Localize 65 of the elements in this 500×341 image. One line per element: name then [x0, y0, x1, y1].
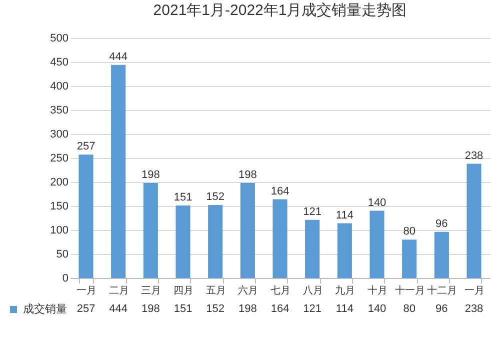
data-label: 151	[174, 303, 192, 315]
bar	[111, 64, 126, 278]
bar	[337, 223, 352, 278]
text: 198	[238, 168, 257, 181]
bar	[208, 205, 223, 278]
bar	[434, 232, 449, 278]
data-label: 80	[403, 303, 416, 315]
x-tick-label: 九月	[335, 284, 356, 296]
chart-title: 2021年1月-2022年1月成交销量走势图	[153, 2, 407, 19]
bar	[176, 206, 190, 278]
bar	[402, 240, 417, 278]
y-tick-label: 300	[50, 128, 68, 140]
text: 152	[206, 191, 225, 204]
x-tick-label: 十月	[368, 284, 388, 296]
text: 151	[174, 192, 192, 204]
y-tick-label: 50	[56, 248, 68, 260]
bar	[272, 199, 288, 278]
x-tick-label: 七月	[270, 284, 290, 296]
text: 444	[109, 50, 128, 63]
x-tick-label: 一月	[464, 286, 484, 296]
data-label: 238	[464, 303, 484, 315]
legend-label: 成交销量	[23, 302, 67, 316]
x-tick-label: 三月	[141, 286, 162, 296]
y-tick-label: 450	[50, 56, 68, 68]
y-tick-label: 200	[50, 176, 68, 188]
bar	[466, 164, 482, 278]
y-tick-label: 150	[50, 200, 68, 212]
x-tick-label: 十一月	[394, 284, 425, 296]
data-label: 121	[303, 303, 322, 315]
data-label: 444	[109, 303, 128, 315]
data-label: 198	[238, 303, 257, 315]
data-label: 198	[141, 303, 160, 315]
text: 164	[270, 185, 290, 198]
text: 257	[76, 140, 96, 153]
text: 121	[303, 206, 322, 218]
bar	[78, 154, 94, 278]
data-label: 96	[436, 303, 448, 315]
text: 114	[336, 209, 354, 222]
text: 140	[368, 196, 386, 209]
x-tick-label: 四月	[174, 286, 194, 296]
x-tick-label: 六月	[238, 284, 258, 296]
y-tick-label: 100	[50, 224, 68, 236]
data-label: 152	[206, 303, 225, 315]
text: 80	[403, 226, 416, 238]
data-label: 164	[270, 303, 290, 315]
y-tick-label: 350	[50, 104, 68, 116]
data-label: 257	[76, 303, 96, 315]
data-label: 140	[368, 303, 386, 315]
x-tick-label: 十二月	[427, 284, 458, 296]
text: 198	[141, 168, 160, 181]
bar	[305, 220, 320, 278]
x-tick-label: 二月	[108, 286, 129, 296]
x-tick-label: 一月	[76, 286, 97, 296]
data-label: 114	[336, 303, 354, 315]
x-tick-label: 五月	[206, 286, 226, 296]
text: 238	[464, 150, 484, 162]
bar	[370, 210, 384, 278]
y-tick-label: 500	[50, 32, 68, 44]
bar	[143, 182, 158, 278]
y-tick-label: 0	[62, 272, 68, 284]
text: 96	[436, 218, 448, 230]
y-tick-label: 250	[50, 152, 68, 164]
y-tick-label: 400	[50, 80, 68, 92]
bar	[240, 182, 255, 278]
x-tick-label: 八月	[302, 286, 323, 296]
